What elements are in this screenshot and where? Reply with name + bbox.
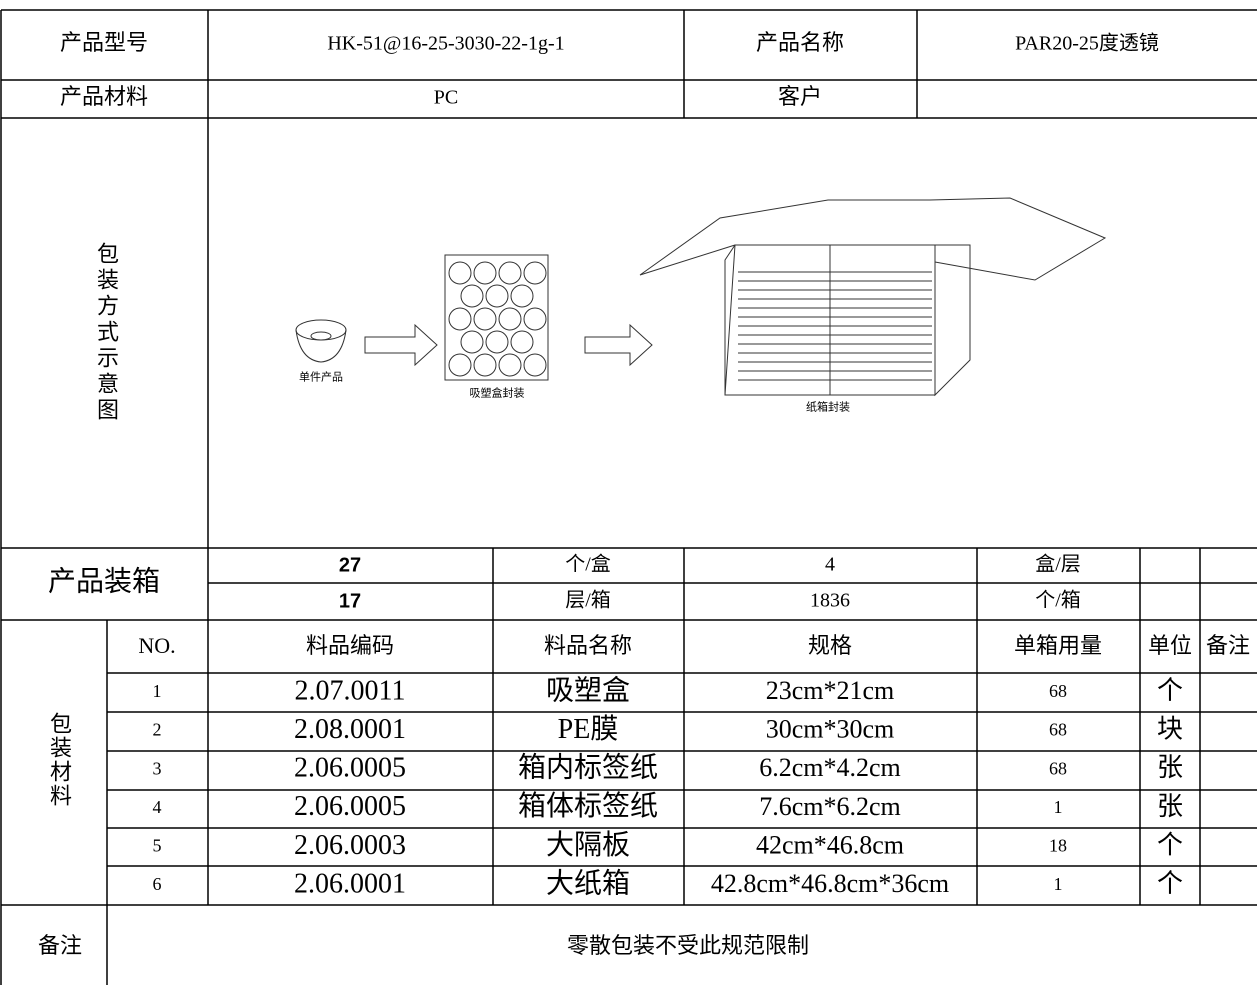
cell-text: 68 [1049, 720, 1067, 740]
cell-text: 盒/层 [1035, 553, 1081, 576]
cell-text: 吸塑盒 [546, 674, 630, 706]
blister-cell [523, 307, 547, 331]
cell-text: 个 [1157, 830, 1183, 859]
cell-text: PC [434, 87, 458, 109]
vertical-label: 包装方式示意图 [94, 242, 119, 424]
cell-text: 42cm*46.8cm [756, 830, 904, 859]
grid [0, 9, 1257, 985]
cell-text: 产品装箱 [48, 565, 160, 597]
cell-text: 箱体标签纸 [518, 790, 658, 822]
cell-text: 产品材料 [60, 84, 148, 109]
blister-cell [498, 353, 522, 377]
cell-text: 6 [153, 874, 162, 894]
cell-text: 17 [339, 590, 361, 612]
column-header: 单位 [1148, 633, 1192, 658]
cell-text: 18 [1049, 836, 1067, 856]
caption: 吸塑盒封装 [470, 386, 525, 400]
cell-text: 1 [1054, 874, 1063, 894]
cell-text: 大隔板 [546, 829, 630, 861]
cell-text: 个 [1157, 676, 1183, 705]
blister-cell [485, 284, 509, 308]
cell-text: 42.8cm*46.8cm*36cm [711, 869, 949, 898]
cell-text: 大纸箱 [546, 867, 630, 899]
cell-text: 备注 [38, 933, 82, 958]
cell-text: 零散包装不受此规范限制 [567, 933, 809, 958]
cell-text: 产品型号 [60, 30, 148, 55]
blister-cell [448, 353, 472, 377]
blister-cell [473, 261, 497, 285]
caption: 纸箱封装 [806, 400, 850, 414]
cell-text: 箱内标签纸 [518, 752, 658, 784]
cell-text: 个/盒 [565, 553, 611, 576]
cell-text: 1 [153, 681, 162, 701]
cell-text: 6.2cm*4.2cm [759, 753, 901, 782]
cell-text: 张 [1157, 753, 1183, 782]
vertical-label: 包装材料 [47, 712, 72, 808]
blister-cell [498, 307, 522, 331]
cell-text: 3 [153, 758, 162, 778]
cell-text: 30cm*30cm [766, 715, 895, 744]
column-header: NO. [138, 633, 175, 658]
cell-text: 4 [825, 554, 835, 576]
cell-text: 2.06.0005 [294, 791, 406, 822]
cell-text: PE膜 [558, 713, 619, 745]
cell-text: PAR20-25度透镜 [1015, 32, 1159, 55]
cell-text: 7.6cm*6.2cm [759, 792, 901, 821]
cell-text: 27 [339, 554, 361, 576]
cell-text: 客户 [778, 84, 822, 109]
blister-cell [460, 284, 484, 308]
cell-text: 4 [153, 797, 162, 817]
cell-text: 块 [1157, 715, 1183, 744]
cell-text: 2.08.0001 [294, 714, 406, 745]
blister-cell [510, 284, 534, 308]
cell-text: 个/箱 [1035, 589, 1081, 612]
blister-cell [523, 353, 547, 377]
column-header: 备注 [1206, 633, 1250, 658]
blister-cell [523, 261, 547, 285]
cell-text: 68 [1049, 758, 1067, 778]
packing-illustration [295, 197, 1107, 397]
cell-text: 2.06.0003 [294, 830, 406, 861]
column-header: 规格 [808, 633, 852, 658]
cell-text: 1 [1054, 797, 1063, 817]
blister-cell [510, 330, 534, 354]
blister-cell [498, 261, 522, 285]
column-header: 料品编码 [306, 633, 394, 658]
cell-text: 2.06.0001 [294, 868, 406, 899]
column-header: 单箱用量 [1014, 633, 1102, 658]
blister-cell [485, 330, 509, 354]
cell-text: 张 [1157, 792, 1183, 821]
cell-text: 5 [153, 836, 162, 856]
caption: 单件产品 [299, 370, 343, 384]
blister-cell [473, 353, 497, 377]
cell-text: 2 [153, 720, 162, 740]
cell-text: 68 [1049, 681, 1067, 701]
blister-cell [448, 261, 472, 285]
cell-text: 23cm*21cm [766, 676, 895, 705]
blister-cell [473, 307, 497, 331]
cell-text: 个 [1157, 869, 1183, 898]
cell-text: 2.07.0011 [295, 675, 406, 706]
blister-cell [448, 307, 472, 331]
cell-text: HK-51@16-25-3030-22-1g-1 [327, 33, 564, 55]
cell-text: 2.06.0005 [294, 753, 406, 784]
cell-text: 1836 [810, 590, 850, 612]
blister-cell [460, 330, 484, 354]
column-header: 料品名称 [544, 633, 632, 658]
cell-text: 产品名称 [756, 30, 844, 55]
cell-text: 层/箱 [565, 589, 611, 612]
